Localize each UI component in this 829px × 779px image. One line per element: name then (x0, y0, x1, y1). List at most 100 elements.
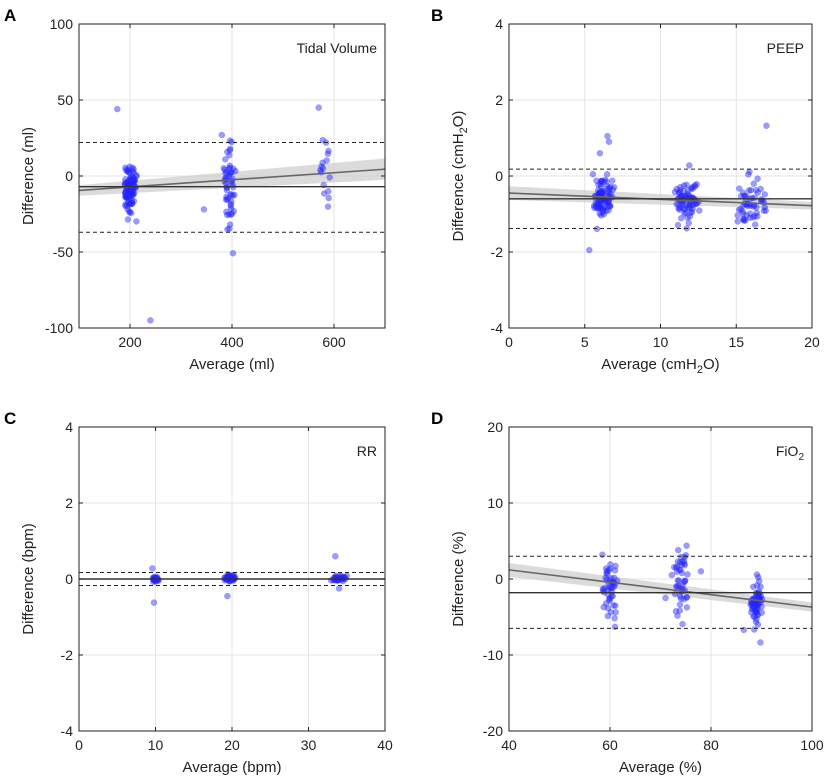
data-point (130, 165, 137, 173)
data-point (691, 181, 699, 189)
data-point (605, 189, 612, 197)
data-point (129, 173, 136, 181)
data-point (679, 620, 686, 628)
data-point (677, 183, 684, 191)
data-point (125, 199, 132, 206)
data-point (747, 210, 754, 217)
data-point (610, 183, 618, 191)
data-point (225, 172, 233, 180)
data-point (326, 174, 333, 181)
data-point (673, 200, 680, 208)
data-point (662, 594, 669, 602)
data-point (598, 189, 605, 197)
x-tick-label: 600 (322, 334, 346, 350)
data-point (680, 596, 688, 603)
data-point (124, 202, 131, 210)
data-point (593, 202, 601, 209)
data-point (598, 187, 606, 195)
data-point (676, 189, 683, 196)
data-point (129, 200, 136, 207)
data-point (752, 186, 760, 194)
data-point (752, 607, 759, 615)
data-point (758, 609, 766, 616)
x-tick-label: 10 (653, 334, 669, 350)
data-point (677, 204, 684, 212)
data-point (607, 585, 615, 592)
data-point (681, 562, 688, 569)
data-point (606, 595, 613, 602)
data-point (122, 192, 129, 200)
data-point (607, 183, 614, 190)
panel-letter: D (431, 409, 443, 428)
y-axis-label-subscript: 2 (458, 127, 470, 133)
data-point (128, 197, 136, 205)
data-point (126, 169, 134, 177)
x-tick-label: 0 (75, 737, 83, 753)
data-point (600, 205, 608, 212)
y-axis-label: Difference (bpm) (20, 523, 37, 634)
data-point (760, 207, 768, 215)
data-point (748, 600, 755, 608)
data-point (325, 147, 332, 155)
data-point (147, 317, 154, 324)
data-point (128, 188, 135, 196)
data-point (676, 187, 684, 194)
data-point (740, 216, 747, 223)
data-point (127, 190, 134, 198)
data-point (226, 164, 234, 171)
y-axis-label-main: Difference (cmH (450, 133, 467, 241)
data-point (681, 210, 688, 217)
data-point (149, 565, 156, 572)
data-point (323, 157, 330, 164)
data-point (752, 618, 760, 626)
data-point (686, 162, 693, 169)
data-point (679, 558, 686, 566)
data-point (751, 213, 758, 220)
data-point (127, 190, 135, 198)
scatter-points (586, 122, 770, 254)
data-point (332, 552, 339, 560)
data-point (150, 599, 158, 606)
data-point (606, 596, 613, 603)
data-point (684, 204, 692, 211)
confidence-band (509, 186, 812, 210)
data-point (226, 170, 234, 178)
data-point (596, 200, 604, 208)
x-axis-label: Average (%) (619, 759, 702, 776)
data-point (679, 582, 686, 589)
data-point (128, 192, 136, 199)
data-point (228, 210, 236, 218)
data-point (675, 577, 683, 584)
data-point (124, 193, 131, 201)
panel-letter: B (431, 6, 443, 25)
data-point (605, 207, 612, 214)
data-point (674, 558, 682, 565)
data-point (612, 562, 619, 570)
data-point (745, 171, 752, 178)
data-point (602, 600, 610, 607)
data-point (742, 217, 749, 224)
data-point (693, 181, 700, 188)
data-point (124, 178, 132, 185)
data-point (224, 592, 231, 600)
data-point (749, 604, 756, 612)
data-point (122, 194, 129, 201)
data-point (674, 546, 682, 554)
data-point (606, 202, 614, 210)
x-tick-label: 200 (118, 334, 142, 350)
data-point (597, 204, 604, 211)
data-point (125, 193, 133, 201)
data-point (688, 208, 696, 216)
data-point (601, 585, 608, 592)
data-point (122, 201, 129, 208)
data-point (604, 185, 612, 192)
data-point (129, 177, 137, 184)
y-tick-label: 10 (487, 495, 503, 511)
data-point (126, 191, 133, 198)
data-point (596, 210, 603, 217)
data-point (126, 163, 133, 171)
data-point (604, 612, 612, 620)
data-point (603, 171, 611, 178)
y-tick-label: 0 (495, 571, 503, 587)
